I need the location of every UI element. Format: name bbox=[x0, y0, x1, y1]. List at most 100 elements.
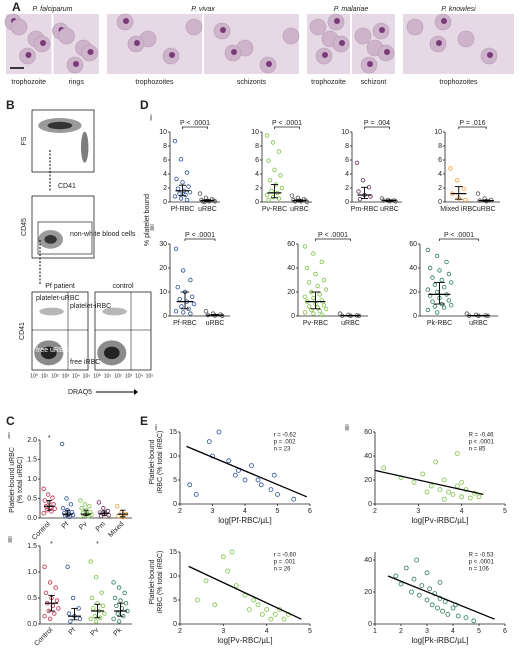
data-point bbox=[78, 498, 83, 503]
data-point bbox=[67, 514, 73, 520]
data-point bbox=[206, 439, 212, 445]
data-point bbox=[266, 158, 271, 163]
species-name: P. knowlesi bbox=[441, 6, 476, 13]
data-point bbox=[446, 298, 452, 303]
tick-label: 10⁵ bbox=[146, 373, 154, 379]
panel-letter: C bbox=[6, 414, 15, 428]
data-point bbox=[255, 602, 261, 608]
data-point bbox=[52, 611, 57, 616]
stage-label: trophozoites bbox=[439, 79, 478, 86]
y-tick-label: 2.0 bbox=[27, 437, 37, 444]
data-point bbox=[272, 612, 278, 617]
x-tick-label: Mixed iRBC bbox=[440, 206, 477, 213]
data-point bbox=[43, 590, 49, 595]
data-point bbox=[193, 491, 199, 497]
data-point bbox=[441, 285, 447, 290]
data-point bbox=[446, 271, 452, 277]
y-tick-label: 0.0 bbox=[27, 621, 37, 628]
data-point bbox=[450, 491, 456, 497]
y-tick-label: 0.0 bbox=[27, 515, 37, 522]
data-point bbox=[269, 188, 274, 193]
data-point bbox=[448, 166, 453, 171]
data-point bbox=[321, 303, 327, 308]
data-point bbox=[56, 606, 61, 611]
tick-label: 10¹ bbox=[104, 373, 112, 379]
data-point bbox=[307, 304, 312, 309]
data-point bbox=[203, 309, 209, 314]
data-point bbox=[441, 477, 447, 483]
sub-label: i bbox=[155, 422, 157, 432]
y-tick-label: 1.0 bbox=[27, 569, 37, 576]
y-tick-label: 20 bbox=[409, 289, 417, 296]
data-point bbox=[449, 303, 454, 308]
x-tick-label: Control bbox=[31, 520, 52, 541]
y-tick-label: 4 bbox=[255, 171, 259, 178]
y-tick-label: 2 bbox=[438, 185, 442, 192]
y-tick-label: 8 bbox=[163, 143, 167, 150]
data-point bbox=[463, 197, 468, 203]
x-tick-label: Pk bbox=[112, 626, 123, 637]
sub-label: ii bbox=[8, 534, 12, 544]
parasite bbox=[169, 52, 175, 58]
data-point bbox=[82, 502, 88, 507]
data-point bbox=[59, 441, 65, 447]
stat-label: r = -0.62 bbox=[274, 433, 297, 439]
x-tick-label: 5 bbox=[477, 628, 481, 635]
y-tick-label: 1.5 bbox=[27, 543, 37, 550]
y-tick-label: 40 bbox=[364, 557, 372, 564]
x-tick-label: 5 bbox=[503, 508, 507, 515]
cell bbox=[457, 30, 475, 48]
data-point bbox=[115, 611, 120, 616]
data-point bbox=[106, 513, 112, 518]
data-point bbox=[319, 259, 324, 265]
data-point bbox=[188, 277, 193, 283]
data-point bbox=[356, 189, 361, 194]
x-tick-label: uRBC bbox=[469, 320, 488, 327]
data-point bbox=[450, 605, 456, 611]
y-tick-label: 20 bbox=[287, 289, 295, 296]
data-point bbox=[64, 496, 69, 501]
p-value: P < .0001 bbox=[185, 232, 215, 239]
density bbox=[44, 235, 57, 244]
data-point bbox=[419, 583, 425, 588]
data-point bbox=[425, 287, 430, 292]
data-point bbox=[91, 606, 96, 611]
sub-label: i bbox=[8, 430, 10, 440]
data-point bbox=[427, 265, 433, 271]
species-name: P. vivax bbox=[191, 6, 215, 13]
axes bbox=[169, 132, 220, 203]
parasite bbox=[441, 18, 447, 24]
axes bbox=[351, 132, 402, 203]
x-tick-label: 3 bbox=[221, 628, 225, 635]
bracket bbox=[274, 126, 300, 129]
data-point bbox=[271, 472, 277, 478]
data-point bbox=[440, 608, 446, 614]
y-tick-label: 10 bbox=[251, 129, 259, 136]
trend-line bbox=[387, 575, 495, 620]
data-point bbox=[99, 590, 104, 595]
data-point bbox=[441, 496, 447, 502]
data-point bbox=[317, 309, 322, 314]
data-point bbox=[188, 311, 193, 316]
data-point bbox=[111, 580, 116, 585]
data-point bbox=[264, 133, 270, 138]
stat-label: p = .002 bbox=[274, 440, 297, 446]
data-point bbox=[264, 607, 270, 612]
data-point bbox=[178, 157, 184, 162]
x-tick-label: 1 bbox=[373, 628, 377, 635]
data-point bbox=[41, 486, 46, 491]
data-point bbox=[430, 299, 435, 304]
axis-label: CD41 bbox=[19, 322, 26, 340]
sub-label: ii bbox=[150, 222, 154, 232]
data-point bbox=[77, 616, 83, 621]
parasite bbox=[384, 49, 390, 55]
y-tick-label: 60 bbox=[287, 241, 295, 248]
quadrant-label: platelet-iRBC bbox=[70, 303, 111, 310]
data-point bbox=[311, 251, 316, 256]
data-point bbox=[433, 459, 439, 465]
data-point bbox=[187, 189, 193, 195]
x-tick-label: Pv bbox=[89, 626, 100, 637]
data-point bbox=[275, 491, 280, 497]
data-point bbox=[432, 304, 438, 309]
y-tick-label: 2 bbox=[163, 185, 167, 192]
